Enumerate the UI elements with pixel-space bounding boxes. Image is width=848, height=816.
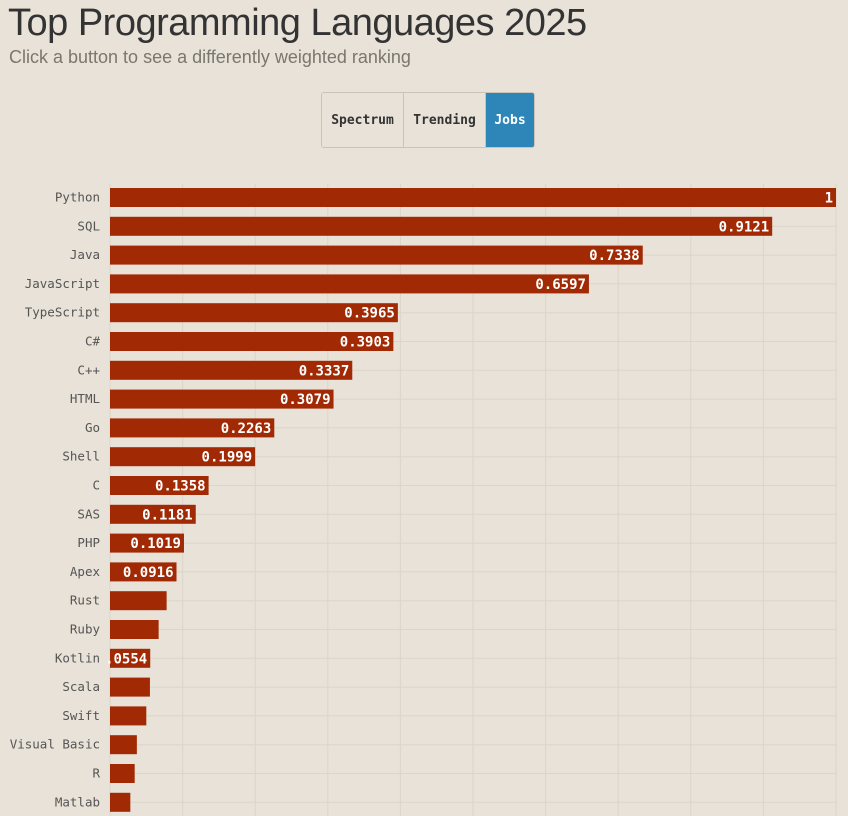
data-label: 0.1999 — [202, 450, 253, 466]
data-label: 0.9121 — [719, 219, 770, 235]
category-label: Matlab — [55, 794, 100, 809]
category-label: Apex — [70, 564, 101, 579]
category-label: C++ — [77, 362, 100, 377]
category-label: Shell — [62, 449, 100, 464]
category-label: Swift — [62, 708, 100, 723]
bar — [110, 648, 151, 668]
category-label: Kotlin — [55, 650, 100, 665]
data-label: .0554 — [105, 651, 147, 667]
category-label: TypeScript — [25, 305, 100, 320]
bar — [110, 303, 398, 323]
trending-button[interactable]: Trending — [404, 93, 486, 147]
jobs-button[interactable]: Jobs — [486, 93, 534, 147]
data-label: 0.0916 — [123, 565, 174, 581]
category-label: Rust — [70, 593, 100, 608]
data-label: 0.3079 — [280, 392, 331, 408]
data-label: 0.2263 — [221, 421, 272, 437]
category-label: HTML — [70, 391, 100, 406]
bar — [110, 188, 836, 207]
spectrum-button[interactable]: Spectrum — [322, 93, 404, 147]
bar — [110, 274, 589, 294]
bar — [110, 706, 147, 726]
data-label: 0.6597 — [535, 277, 586, 293]
category-label: Ruby — [70, 622, 101, 637]
bar — [110, 332, 394, 351]
bar — [110, 360, 353, 380]
category-label: Java — [70, 247, 100, 262]
category-label: Python — [55, 190, 100, 205]
bar — [110, 677, 150, 697]
bar — [110, 216, 773, 236]
category-label: R — [92, 766, 100, 781]
data-label: 0.7338 — [589, 248, 640, 264]
bar — [110, 447, 256, 467]
data-label: 0.1181 — [142, 507, 193, 523]
category-label: C — [92, 478, 100, 493]
data-label: 0.3337 — [299, 363, 350, 379]
data-label: 0.1358 — [155, 479, 206, 495]
bar — [110, 476, 209, 495]
bar — [110, 620, 159, 639]
data-label: 0.3903 — [340, 335, 391, 351]
bar — [110, 418, 275, 438]
category-label: SQL — [77, 218, 100, 233]
bar — [110, 792, 131, 812]
bar — [110, 562, 177, 582]
page-title: Top Programming Languages 2025 — [8, 2, 587, 44]
data-label: 0.3965 — [344, 306, 395, 322]
category-label: JavaScript — [25, 276, 100, 291]
bar — [110, 735, 137, 755]
data-label: 1 — [825, 191, 833, 207]
category-label: Go — [85, 420, 100, 435]
bar — [110, 504, 196, 524]
page-subtitle: Click a button to see a differently weig… — [9, 47, 411, 67]
ranking-button-group: Spectrum Trending Jobs — [321, 92, 535, 148]
category-label: Scala — [62, 679, 100, 694]
category-label: PHP — [77, 535, 100, 550]
bar — [110, 533, 184, 553]
bar — [110, 591, 167, 611]
category-label: SAS — [77, 506, 100, 521]
bar — [110, 389, 334, 409]
data-label: 0.1019 — [130, 536, 181, 552]
category-label: C# — [85, 334, 101, 349]
category-label: Visual Basic — [10, 737, 100, 752]
bar — [110, 245, 643, 265]
bar — [110, 764, 135, 783]
